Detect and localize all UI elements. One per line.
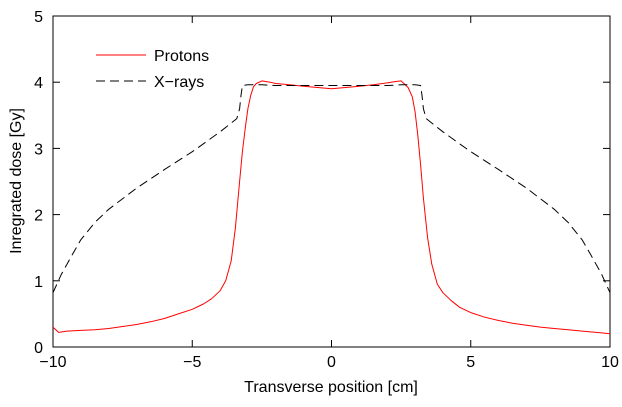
x-tick-label: −5 <box>183 354 201 371</box>
plot-frame <box>53 16 610 347</box>
y-tick-label: 5 <box>34 9 43 26</box>
x-tick-label: 5 <box>466 354 475 371</box>
y-tick-label: 1 <box>34 274 43 291</box>
x-tick-label: −10 <box>39 354 66 371</box>
legend-label-protons: Protons <box>154 48 209 65</box>
legend-label-x-rays: X−rays <box>154 74 204 91</box>
y-tick-label: 4 <box>34 75 43 92</box>
x-tick-label: 0 <box>327 354 336 371</box>
legend: Protons X−rays <box>96 48 209 91</box>
series-line-x-rays <box>53 85 610 293</box>
x-axis-ticks: −10 −5 0 5 10 <box>39 16 619 371</box>
y-tick-label: 2 <box>34 208 43 225</box>
series-layer <box>53 81 610 334</box>
x-axis-label: Transverse position [cm] <box>244 379 418 396</box>
y-tick-label: 3 <box>34 141 43 158</box>
series-line-protons <box>53 81 610 334</box>
x-tick-label: 10 <box>601 354 619 371</box>
y-axis-label: Inregrated dose [Gy] <box>8 108 25 254</box>
